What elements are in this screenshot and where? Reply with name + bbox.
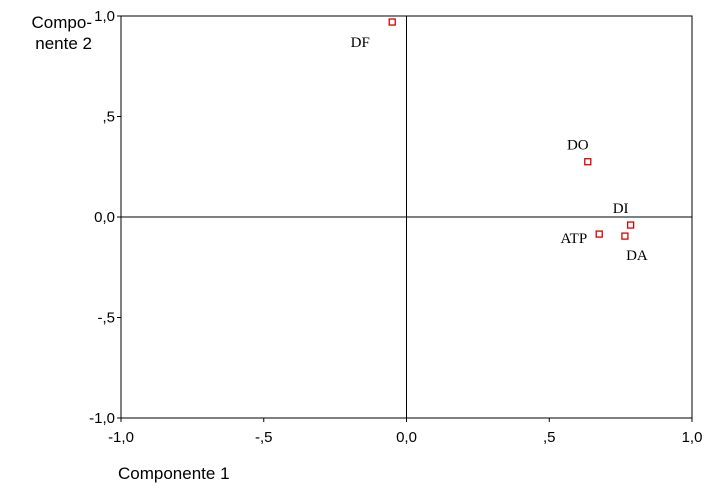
data-point-marker — [595, 230, 603, 238]
data-point-marker — [621, 232, 629, 240]
y-tick-label: -,5 — [97, 310, 115, 327]
data-point-label: ATP — [561, 231, 588, 247]
data-point-label: DO — [567, 138, 589, 154]
data-point-label: DI — [613, 201, 629, 217]
y-axis-label: Compo- nente 2 — [0, 12, 92, 54]
data-points: DF DO DI ATP DA — [351, 18, 648, 264]
x-tick-label: -,5 — [255, 429, 273, 446]
data-point-marker — [584, 158, 592, 166]
data-point-label: DF — [351, 35, 370, 51]
y-axis-label-line2: nente 2 — [35, 34, 92, 53]
x-tick-label: -1,0 — [108, 429, 134, 446]
data-point-label: DA — [626, 248, 648, 264]
y-tick-label: 1,0 — [94, 8, 115, 25]
x-tick-label: 1,0 — [682, 429, 703, 446]
x-axis-label: Componente 1 — [118, 464, 230, 483]
x-tick-label: 0,0 — [396, 429, 417, 446]
y-axis-ticks: 1,0 ,5 0,0 -,5 -1,0 — [89, 8, 121, 427]
x-tick-label: ,5 — [543, 429, 556, 446]
data-point-marker — [388, 18, 396, 26]
y-tick-label: ,5 — [102, 109, 115, 126]
y-tick-label: 0,0 — [94, 209, 115, 226]
y-axis-label-line1: Compo- — [31, 13, 92, 32]
x-axis-ticks: -1,0 -,5 0,0 ,5 1,0 — [108, 418, 702, 446]
data-point-marker — [626, 221, 635, 229]
y-tick-label: -1,0 — [89, 410, 115, 427]
